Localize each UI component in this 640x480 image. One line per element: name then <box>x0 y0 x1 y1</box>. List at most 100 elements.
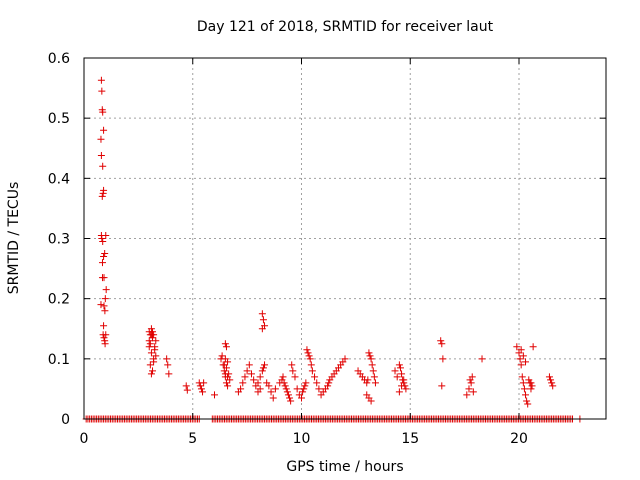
data-point <box>101 295 109 303</box>
data-point <box>269 394 277 402</box>
data-point <box>307 361 315 369</box>
data-point <box>308 367 316 375</box>
data-point <box>256 373 264 381</box>
data-point <box>437 337 445 345</box>
data-point <box>241 373 249 381</box>
data-point <box>218 352 226 360</box>
data-point <box>517 346 525 354</box>
data-point <box>164 361 172 369</box>
data-point <box>549 382 557 390</box>
data-point <box>254 379 262 387</box>
data-point <box>522 358 530 366</box>
data-point <box>146 361 154 369</box>
x-tick-label: 0 <box>80 431 89 447</box>
data-point <box>520 385 528 393</box>
data-point <box>325 379 333 387</box>
data-point <box>438 340 446 348</box>
data-point <box>529 343 537 351</box>
data-point <box>281 382 289 390</box>
data-point <box>547 376 555 384</box>
data-point <box>517 361 525 369</box>
data-point <box>146 340 154 348</box>
data-point <box>100 126 108 134</box>
data-point <box>150 358 158 366</box>
data-point <box>545 373 553 381</box>
data-point <box>366 352 374 360</box>
data-point <box>548 379 556 387</box>
data-point <box>183 386 191 394</box>
data-point <box>99 108 107 116</box>
data-point <box>324 382 332 390</box>
data-point <box>245 361 253 369</box>
data-point <box>196 382 204 390</box>
data-point <box>368 361 376 369</box>
data-point <box>100 302 108 310</box>
data-point <box>305 352 313 360</box>
data-point <box>254 388 262 396</box>
data-point <box>221 355 229 363</box>
data-point <box>99 162 107 170</box>
data-point <box>300 385 308 393</box>
y-tick-label: 0.3 <box>48 232 70 248</box>
data-point <box>97 76 105 84</box>
y-axis-label: SRMTID / TECUs <box>6 182 22 295</box>
data-point <box>279 373 287 381</box>
data-point <box>97 135 105 143</box>
y-tick-label: 0.6 <box>48 51 70 67</box>
x-axis-label: GPS time / hours <box>286 459 403 475</box>
data-point <box>287 397 295 405</box>
data-point <box>99 238 107 246</box>
data-point <box>101 340 109 348</box>
data-point <box>259 316 267 324</box>
data-point <box>293 385 301 393</box>
y-tick-label: 0.5 <box>48 111 70 127</box>
data-point <box>311 373 319 381</box>
data-point <box>527 379 535 387</box>
data-point <box>100 334 108 342</box>
data-point <box>221 340 229 348</box>
data-point <box>395 361 403 369</box>
data-point <box>100 322 108 330</box>
data-point <box>519 379 527 387</box>
data-point <box>222 379 230 387</box>
data-point <box>243 367 251 375</box>
data-point <box>97 151 105 159</box>
data-point <box>261 361 269 369</box>
data-point <box>222 343 230 351</box>
y-tick-label: 0.1 <box>48 352 70 368</box>
data-point <box>98 192 106 200</box>
data-point <box>369 367 377 375</box>
x-tick-label: 15 <box>401 431 419 447</box>
x-tick-label: 20 <box>510 431 528 447</box>
data-point <box>363 379 371 387</box>
data-point <box>304 349 312 357</box>
data-point <box>463 391 471 399</box>
data-point <box>261 322 269 330</box>
data-point <box>99 189 107 197</box>
data-point <box>518 373 526 381</box>
data-point <box>199 388 207 396</box>
data-point <box>220 361 228 369</box>
data-point <box>519 352 527 360</box>
data-point <box>398 370 406 378</box>
data-point <box>147 349 155 357</box>
data-point <box>396 364 404 372</box>
y-tick-label: 0 <box>61 412 70 428</box>
data-point <box>163 355 171 363</box>
data-point <box>315 385 323 393</box>
data-point <box>247 370 255 378</box>
data-point <box>303 346 311 354</box>
data-point <box>298 394 305 402</box>
data-point <box>149 367 157 375</box>
data-point <box>302 379 310 387</box>
data-point <box>145 337 153 345</box>
data-point <box>288 361 296 369</box>
data-point <box>258 310 266 318</box>
data-point <box>283 388 291 396</box>
data-point <box>391 367 399 375</box>
data-point <box>478 355 486 363</box>
data-point <box>265 382 273 390</box>
data-point <box>97 301 105 309</box>
data-point <box>211 391 218 399</box>
